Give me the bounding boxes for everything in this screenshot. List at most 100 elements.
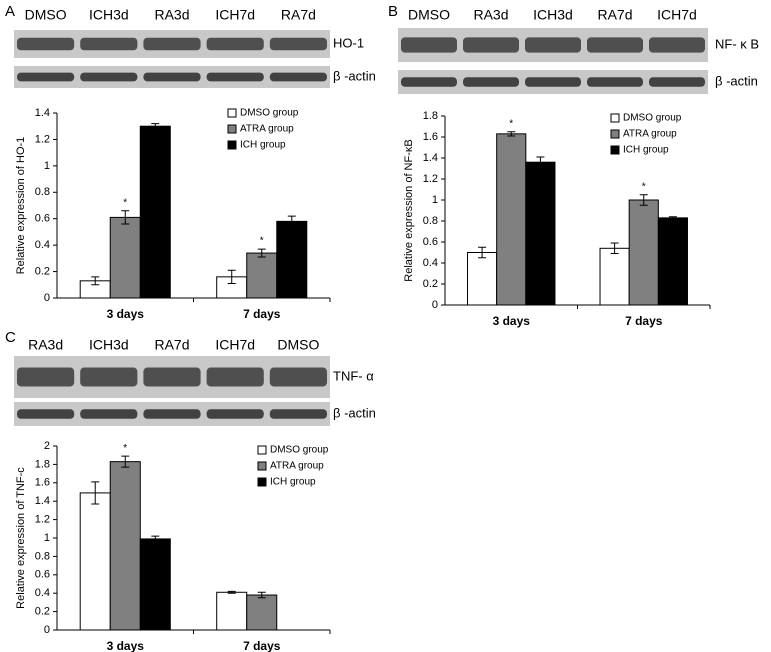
blot-band (80, 367, 138, 387)
panel-letter: A (5, 3, 15, 20)
error-bar (121, 210, 130, 225)
error-bar (91, 276, 100, 286)
error-bar (151, 535, 160, 543)
y-tick-label: 1.2 (35, 514, 50, 526)
lane-label: RA7d (154, 337, 189, 353)
bar (467, 252, 498, 306)
y-tick-label: 1.4 (35, 495, 50, 507)
y-tick-label: 1.8 (35, 458, 50, 470)
blot-band (143, 367, 201, 387)
legend-label: ATRA group (240, 124, 294, 135)
y-tick-label: 1 (44, 160, 50, 172)
bar (276, 220, 308, 299)
y-tick-label: 0.2 (423, 278, 438, 290)
y-axis-label: Relative expression of TNF-c (15, 467, 27, 609)
legend-swatch (227, 108, 237, 118)
legend-label: ICH group (240, 140, 286, 151)
error-bar (478, 246, 487, 259)
x-tick-label: 3 days (107, 639, 145, 652)
y-tick-label: 0 (44, 624, 50, 636)
y-tick-label: 0.4 (35, 239, 50, 251)
y-tick-label: 1.6 (423, 131, 438, 143)
y-tick-label: 0.8 (423, 215, 438, 227)
bar (246, 594, 278, 631)
panel-letter: C (5, 329, 16, 346)
y-tick-label: 1.8 (423, 110, 438, 122)
blot-band (269, 37, 327, 51)
lane-label: DMSO (277, 337, 319, 353)
bar (496, 133, 527, 306)
lane-label: ICH3d (89, 337, 129, 353)
x-tick-label: 7 days (625, 314, 663, 328)
legend-label: DMSO group (270, 445, 329, 456)
blot-band (401, 77, 457, 87)
blot-band (17, 37, 75, 51)
lane-label: RA3d (154, 7, 189, 23)
band-label: β -actin (333, 68, 376, 83)
y-tick-label: 2 (44, 440, 50, 452)
lane-label: ICH7d (215, 7, 255, 23)
legend-swatch (227, 124, 237, 134)
y-tick-label: 0.6 (35, 213, 50, 225)
legend-swatch (257, 461, 267, 471)
legend-label: ICH group (623, 145, 669, 156)
lane-label: ICH7d (215, 337, 255, 353)
bar (216, 591, 248, 631)
bar (139, 125, 171, 299)
blot-band (17, 367, 75, 387)
blot-band (206, 409, 264, 419)
blot-band (17, 72, 75, 82)
significance-mark: * (123, 197, 127, 208)
lane-label: RA7d (281, 7, 316, 23)
band-label: β -actin (715, 73, 758, 88)
error-bar (668, 216, 677, 220)
blot-band (80, 72, 138, 82)
bar (109, 461, 141, 631)
lane-label: ICH3d (89, 7, 129, 23)
error-bar (639, 194, 648, 206)
error-bar (227, 590, 236, 594)
legend-label: DMSO group (623, 113, 682, 124)
lane-label: ICH7d (657, 7, 697, 23)
legend-label: ATRA group (623, 129, 677, 140)
y-tick-label: 0.8 (35, 550, 50, 562)
blot-band (269, 72, 327, 82)
legend-swatch (257, 477, 267, 487)
error-bar (287, 215, 296, 228)
error-bar (121, 455, 130, 468)
blot-band (143, 72, 201, 82)
error-bar (91, 481, 100, 505)
legend-swatch (610, 129, 620, 139)
blot-band (269, 409, 327, 419)
y-tick-label: 1.4 (35, 107, 50, 119)
blot-band (649, 37, 705, 53)
significance-mark: * (509, 118, 513, 129)
bar (139, 538, 171, 631)
blot-band (587, 37, 643, 53)
bar (628, 199, 659, 306)
y-tick-label: 1.2 (35, 133, 50, 145)
y-tick-label: 1.6 (35, 477, 50, 489)
lane-label: DMSO (25, 7, 67, 23)
y-tick-label: 0.6 (423, 236, 438, 248)
error-bar (151, 123, 160, 130)
lane-label: RA3d (28, 337, 63, 353)
y-tick-label: 1 (432, 194, 438, 206)
blot-band (525, 77, 581, 87)
bar (246, 252, 278, 299)
blot-band (525, 37, 581, 53)
bar (79, 492, 111, 631)
bar (599, 247, 630, 306)
error-bar (610, 242, 619, 255)
error-bar (227, 269, 236, 284)
blot-band (17, 409, 75, 419)
significance-mark: * (642, 181, 646, 192)
legend-swatch (227, 140, 237, 150)
blot-band (401, 37, 457, 53)
x-tick-label: 3 days (493, 314, 531, 328)
x-tick-label: 7 days (243, 639, 281, 652)
y-tick-label: 0.8 (35, 186, 50, 198)
y-tick-label: 0.4 (35, 587, 50, 599)
legend-label: DMSO group (240, 108, 299, 119)
blot-band (206, 367, 264, 387)
